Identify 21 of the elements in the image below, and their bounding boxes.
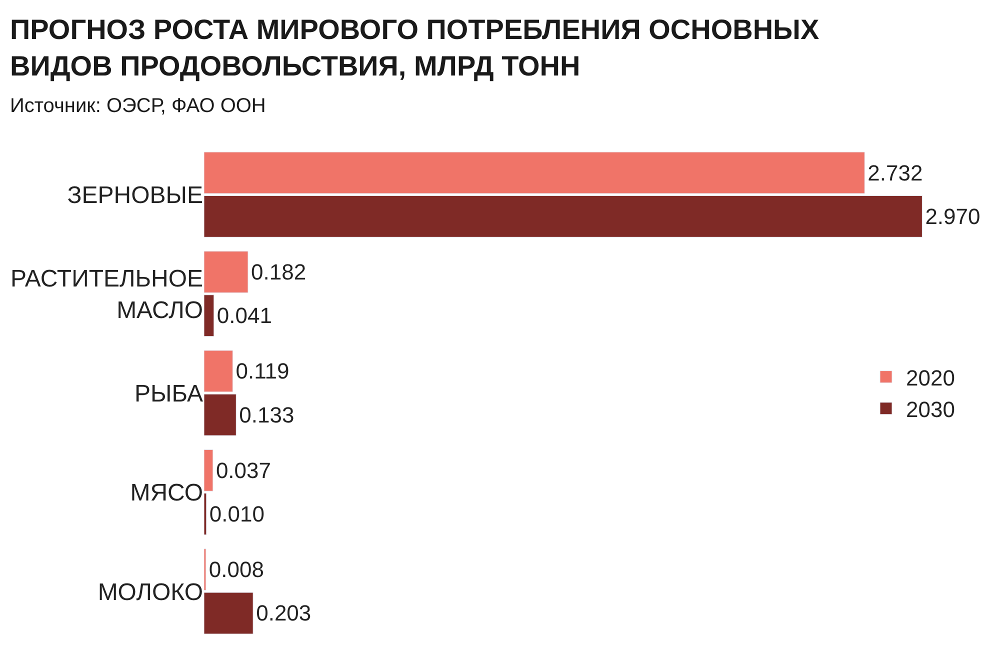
data-label: 0.203 bbox=[256, 600, 312, 626]
data-label: 0.182 bbox=[251, 259, 306, 284]
data-label: 0.133 bbox=[239, 402, 294, 428]
data-label: 0.037 bbox=[216, 458, 272, 483]
chart-title: ПРОГНОЗ РОСТА МИРОВОГО ПОТРЕБЛЕНИЯ ОСНОВНЫХ ВИДОВ ПРОДОВОЛЬСТВИЯ, МЛРД ТОНН bbox=[10, 14, 820, 82]
y-tick-label: МЯСО bbox=[130, 480, 203, 507]
y-tick-label: РАСТИТЕЛЬНОЕ МАСЛО bbox=[10, 266, 203, 324]
bar bbox=[204, 350, 234, 392]
data-label: 0.119 bbox=[236, 358, 290, 384]
data-label: 0.010 bbox=[209, 502, 264, 527]
data-label: 0.008 bbox=[208, 557, 264, 582]
data-label: 2.970 bbox=[925, 204, 980, 229]
y-tick-label: РЫБА bbox=[134, 380, 203, 408]
data-label: 0.041 bbox=[216, 303, 272, 328]
legend-label: 2020 bbox=[906, 365, 955, 390]
bar bbox=[204, 394, 236, 436]
legend-label: 2030 bbox=[906, 396, 955, 422]
chart-subtitle: Источник: ОЭСР, ФАО ООН bbox=[10, 94, 266, 117]
y-tick-label: МОЛОКО bbox=[98, 578, 203, 606]
data-label: 2.732 bbox=[868, 160, 923, 186]
y-tick-label: ЗЕРНОВЫЕ bbox=[67, 182, 203, 209]
